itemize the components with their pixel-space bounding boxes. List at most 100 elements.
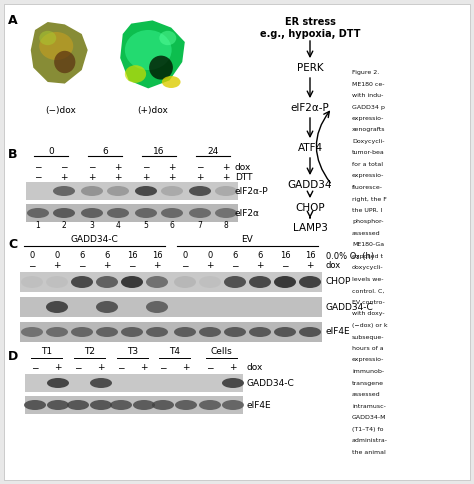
Text: 7: 7 <box>198 222 202 230</box>
Ellipse shape <box>21 276 43 288</box>
Text: +: + <box>53 261 61 271</box>
Text: ME180 ce-: ME180 ce- <box>352 81 384 87</box>
Ellipse shape <box>90 400 112 410</box>
Text: +: + <box>222 172 230 182</box>
Text: exposed t: exposed t <box>352 254 383 259</box>
Text: control. C,: control. C, <box>352 288 384 293</box>
Ellipse shape <box>274 327 296 337</box>
Text: 0: 0 <box>48 147 54 156</box>
Text: −: − <box>128 261 136 271</box>
Text: eIF4E: eIF4E <box>247 400 272 409</box>
Text: 16: 16 <box>153 147 165 156</box>
Text: 6: 6 <box>170 222 174 230</box>
Text: GADD34-C: GADD34-C <box>247 378 295 388</box>
Text: tumor-bea: tumor-bea <box>352 151 385 155</box>
Ellipse shape <box>27 208 49 218</box>
Text: hours of a: hours of a <box>352 346 383 351</box>
Text: −: − <box>60 163 68 171</box>
Ellipse shape <box>175 400 197 410</box>
Ellipse shape <box>96 327 118 337</box>
Text: assessed: assessed <box>352 231 381 236</box>
Text: 2: 2 <box>62 222 66 230</box>
Ellipse shape <box>199 400 221 410</box>
Text: with doxy-: with doxy- <box>352 312 384 317</box>
Ellipse shape <box>222 378 244 388</box>
Text: with indu-: with indu- <box>352 93 383 98</box>
Ellipse shape <box>189 186 211 196</box>
Text: 16: 16 <box>305 252 315 260</box>
Ellipse shape <box>146 301 168 313</box>
Text: +: + <box>256 261 264 271</box>
Text: (+)dox: (+)dox <box>137 106 168 115</box>
Ellipse shape <box>121 327 143 337</box>
Text: −: − <box>206 363 214 373</box>
Ellipse shape <box>96 276 118 288</box>
Ellipse shape <box>249 327 271 337</box>
Text: +: + <box>182 363 190 373</box>
Text: +: + <box>114 163 122 171</box>
Text: B: B <box>8 148 18 161</box>
Text: −: − <box>181 261 189 271</box>
Text: dox: dox <box>326 261 341 271</box>
Text: 1: 1 <box>36 222 40 230</box>
Text: +: + <box>140 363 148 373</box>
Text: xenografts: xenografts <box>352 127 385 133</box>
Text: −: − <box>196 163 204 171</box>
Ellipse shape <box>299 327 321 337</box>
Bar <box>25 396 243 414</box>
Text: 3: 3 <box>90 222 94 230</box>
Text: eIF2α-P: eIF2α-P <box>235 186 269 196</box>
Text: +: + <box>97 363 105 373</box>
Text: +: + <box>103 261 111 271</box>
Text: +: + <box>168 172 176 182</box>
Text: 4: 4 <box>116 222 120 230</box>
Text: 6: 6 <box>232 252 237 260</box>
Polygon shape <box>31 22 88 84</box>
Text: for a total: for a total <box>352 162 385 167</box>
Ellipse shape <box>90 378 112 388</box>
Ellipse shape <box>224 327 246 337</box>
Bar <box>20 272 322 292</box>
Ellipse shape <box>174 327 196 337</box>
Ellipse shape <box>125 30 172 70</box>
Text: expressio-: expressio- <box>352 358 384 363</box>
Text: Doxycycli-: Doxycycli- <box>352 139 384 144</box>
Text: LAMP3: LAMP3 <box>292 223 328 233</box>
Text: 0.0% O₂ (h): 0.0% O₂ (h) <box>326 252 374 260</box>
Ellipse shape <box>47 400 69 410</box>
Text: +: + <box>306 261 314 271</box>
Text: A: A <box>8 14 18 27</box>
Ellipse shape <box>133 400 155 410</box>
Text: −: − <box>117 363 125 373</box>
Ellipse shape <box>110 400 132 410</box>
Text: 0: 0 <box>182 252 188 260</box>
Text: (T1–T4) fo: (T1–T4) fo <box>352 426 383 432</box>
Text: eIF4E: eIF4E <box>326 328 351 336</box>
Text: +: + <box>142 172 150 182</box>
Text: ME180-Ga: ME180-Ga <box>352 242 384 247</box>
Text: the UPR. I: the UPR. I <box>352 208 383 213</box>
Text: 0: 0 <box>207 252 213 260</box>
Ellipse shape <box>39 32 73 60</box>
Text: 16: 16 <box>152 252 162 260</box>
Ellipse shape <box>174 276 196 288</box>
Text: T4: T4 <box>169 347 180 356</box>
Text: T3: T3 <box>127 347 138 356</box>
Text: EV contro-: EV contro- <box>352 300 385 305</box>
Text: −: − <box>281 261 289 271</box>
Text: +: + <box>229 363 237 373</box>
Text: 5: 5 <box>144 222 148 230</box>
Text: D: D <box>8 350 18 363</box>
Bar <box>25 374 243 392</box>
Text: ER stress
e.g., hypoxia, DTT: ER stress e.g., hypoxia, DTT <box>260 17 360 39</box>
Text: phosphor-: phosphor- <box>352 220 383 225</box>
Ellipse shape <box>53 186 75 196</box>
Text: dox: dox <box>247 363 264 373</box>
Ellipse shape <box>222 400 244 410</box>
Text: CHOP: CHOP <box>326 277 351 287</box>
Ellipse shape <box>274 276 296 288</box>
Text: −: − <box>142 163 150 171</box>
Text: −: − <box>34 172 42 182</box>
Text: (−dox) or k: (−dox) or k <box>352 323 388 328</box>
Text: intramusc-: intramusc- <box>352 404 386 408</box>
